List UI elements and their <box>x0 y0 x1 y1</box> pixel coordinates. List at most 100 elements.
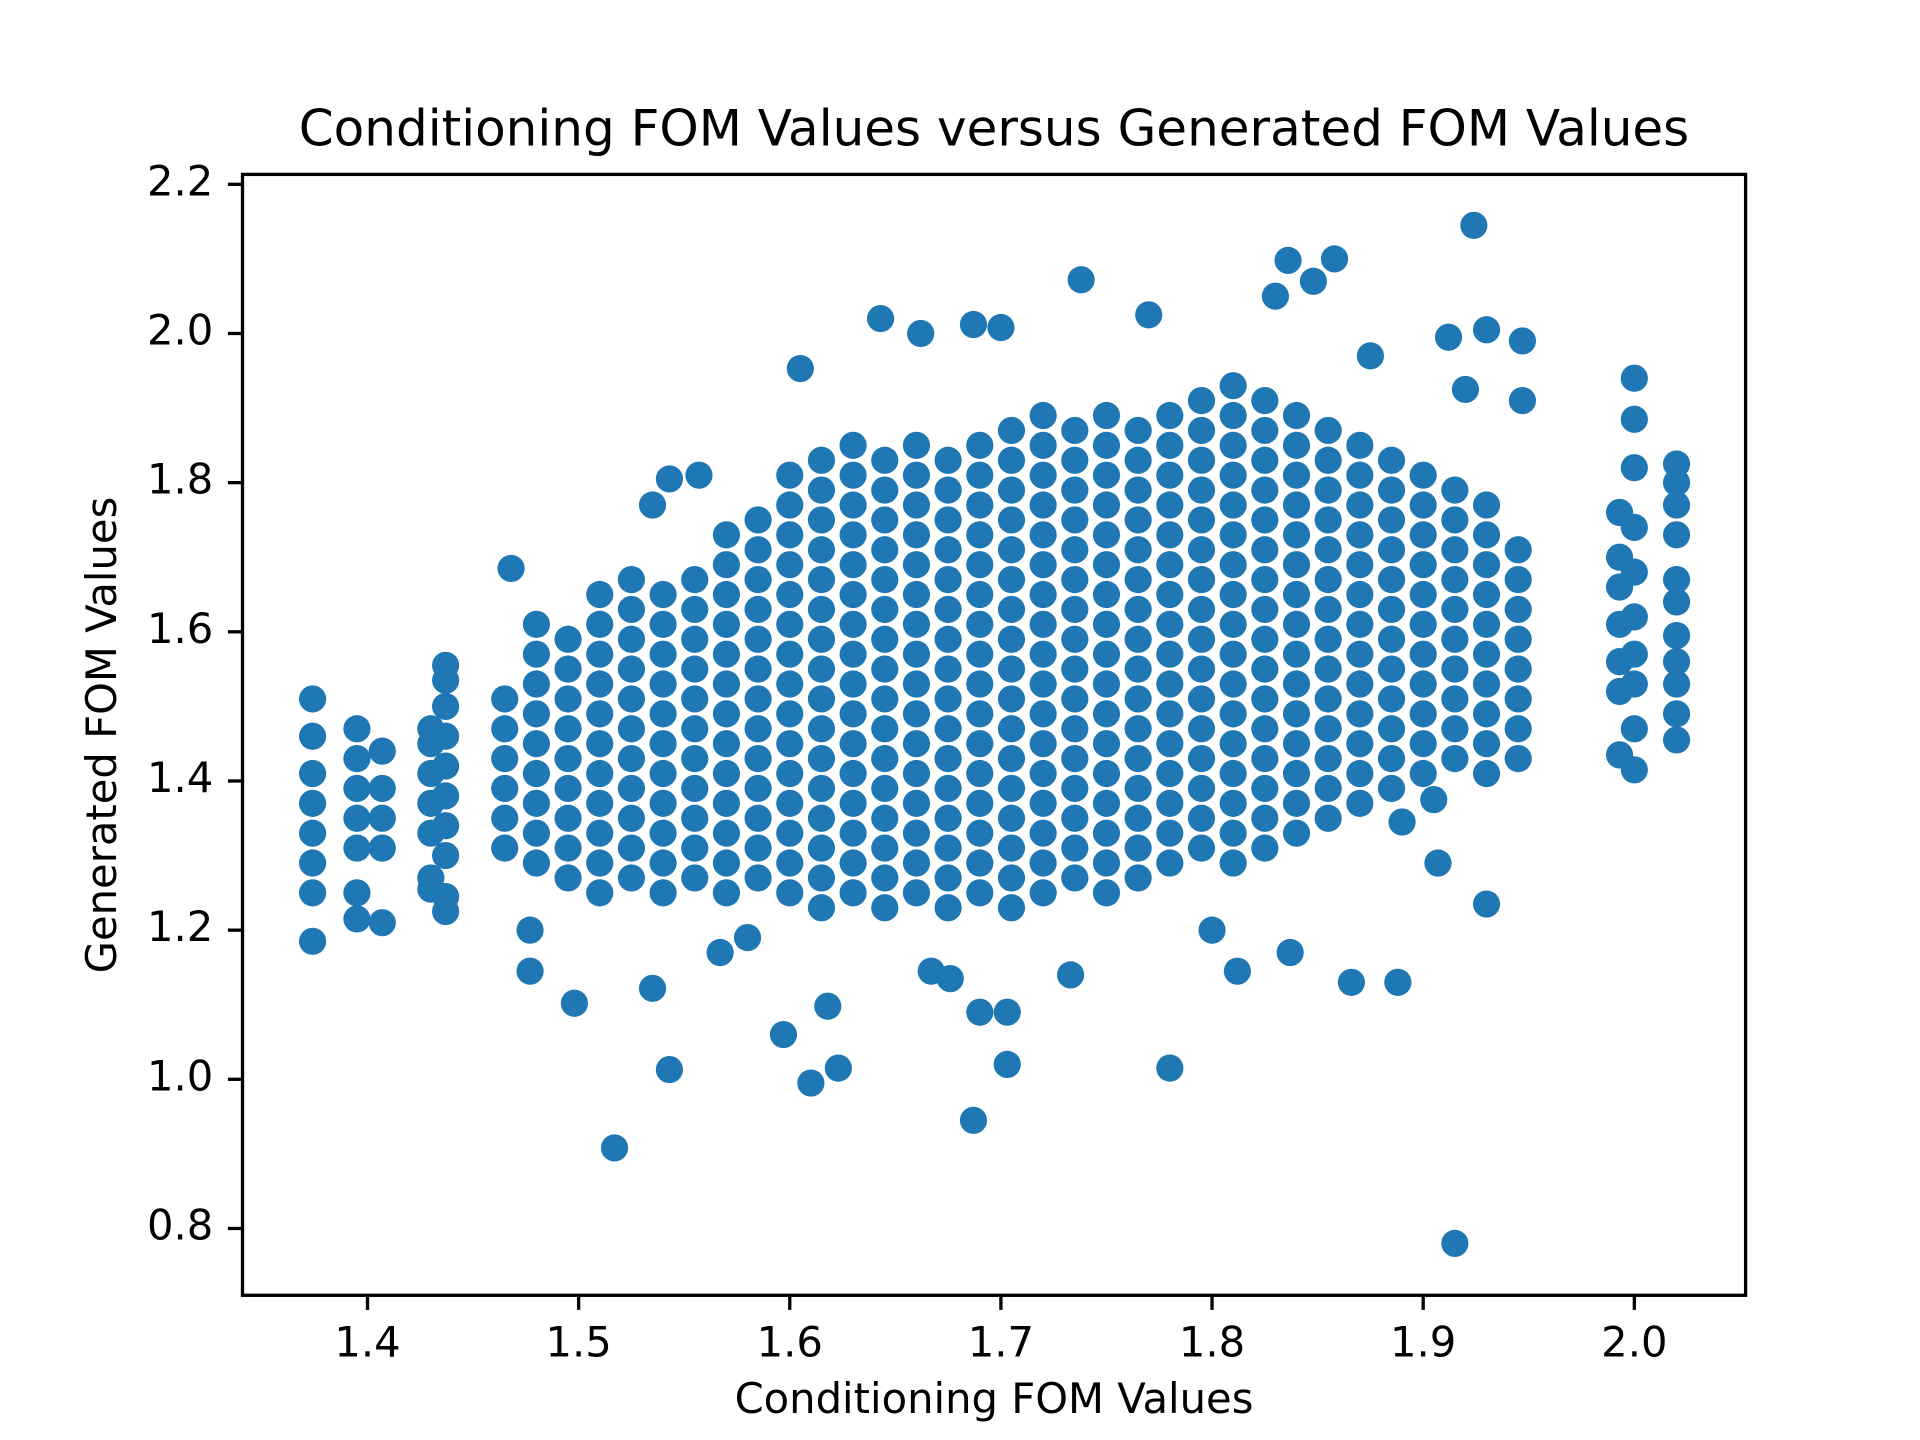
scatter-point <box>1219 551 1247 579</box>
scatter-point <box>1346 521 1374 549</box>
scatter-point <box>1314 416 1342 445</box>
scatter-point <box>907 319 935 348</box>
scatter-point <box>902 789 931 817</box>
scatter-point <box>1377 566 1406 594</box>
scatter-point <box>343 745 371 773</box>
scatter-point <box>1187 745 1216 773</box>
scatter-point <box>1346 431 1374 459</box>
scatter-point <box>1424 849 1452 877</box>
scatter-point <box>871 864 899 892</box>
scatter-point <box>1092 819 1121 847</box>
scatter-point <box>1187 536 1216 564</box>
scatter-point <box>1441 745 1469 773</box>
scatter-point <box>1314 745 1342 773</box>
scatter-point <box>1061 774 1089 803</box>
scatter-point <box>1377 446 1406 474</box>
scatter-point <box>966 580 994 609</box>
scatter-point <box>1282 670 1311 698</box>
scatter-point <box>1472 316 1501 344</box>
scatter-point <box>1356 342 1385 370</box>
scatter-point <box>1620 715 1648 743</box>
scatter-point <box>712 789 741 817</box>
scatter-point <box>1092 610 1121 638</box>
scatter-point <box>993 1050 1021 1078</box>
scatter-point <box>522 730 551 758</box>
scatter-point <box>1346 700 1374 728</box>
scatter-point <box>1504 625 1532 653</box>
scatter-point <box>1472 491 1501 519</box>
scatter-point <box>1346 461 1374 489</box>
scatter-point <box>839 461 867 489</box>
scatter-point <box>1314 774 1342 803</box>
scatter-point <box>1156 819 1184 847</box>
scatter-point <box>997 566 1026 594</box>
scatter-point <box>1251 595 1279 624</box>
scatter-point <box>1504 595 1532 624</box>
scatter-point <box>871 774 899 803</box>
y-tick-label: 2.2 <box>147 156 213 205</box>
scatter-point <box>1504 566 1532 594</box>
scatter-point <box>839 730 867 758</box>
scatter-point <box>1156 401 1184 430</box>
scatter-point <box>586 640 614 668</box>
scatter-point <box>839 700 867 728</box>
scatter-point <box>776 759 804 788</box>
scatter-point <box>966 700 994 728</box>
scatter-point <box>1620 405 1648 433</box>
scatter-point <box>902 610 931 638</box>
scatter-point <box>1092 461 1121 489</box>
scatter-point <box>1662 469 1691 497</box>
scatter-point <box>586 759 614 788</box>
scatter-point <box>1274 246 1302 274</box>
scatter-point <box>491 804 519 832</box>
scatter-point <box>1441 1229 1469 1257</box>
scatter-point <box>902 759 931 788</box>
scatter-point <box>516 957 544 985</box>
scatter-point <box>1282 521 1311 549</box>
scatter-point <box>1346 551 1374 579</box>
scatter-point <box>1282 431 1311 459</box>
scatter-point <box>1029 700 1057 728</box>
scatter-point <box>1377 745 1406 773</box>
scatter-point <box>776 551 804 579</box>
scatter-point <box>343 905 371 933</box>
scatter-point <box>1061 476 1089 504</box>
scatter-point <box>712 610 741 638</box>
scatter-point <box>1346 640 1374 668</box>
scatter-point <box>1346 580 1374 609</box>
scatter-point <box>432 752 460 780</box>
scatter-point <box>432 651 460 679</box>
scatter-point <box>298 927 327 955</box>
scatter-point <box>1472 700 1501 728</box>
scatter-point <box>902 849 931 877</box>
scatter-point <box>1620 513 1648 541</box>
plot-area <box>298 211 1691 1257</box>
scatter-point <box>298 722 327 750</box>
scatter-point <box>871 566 899 594</box>
scatter-point <box>1092 700 1121 728</box>
scatter-point <box>997 625 1026 653</box>
scatter-point <box>712 879 741 907</box>
scatter-point <box>1124 715 1152 743</box>
scatter-point <box>1124 745 1152 773</box>
scatter-point <box>997 595 1026 624</box>
scatter-point <box>997 655 1026 683</box>
scatter-point <box>1282 551 1311 579</box>
scatter-point <box>871 804 899 832</box>
scatter-point <box>1124 416 1152 445</box>
scatter-point <box>1187 387 1216 415</box>
scatter-point <box>712 700 741 728</box>
scatter-point <box>1251 715 1279 743</box>
scatter-point <box>586 849 614 877</box>
scatter-point <box>1187 416 1216 445</box>
scatter-point <box>1504 536 1532 564</box>
scatter-point <box>1124 685 1152 713</box>
x-tick-label: 1.5 <box>545 1318 611 1367</box>
scatter-point <box>1061 715 1089 743</box>
scatter-point <box>1620 364 1648 392</box>
scatter-point <box>1219 521 1247 549</box>
scatter-point <box>343 834 371 862</box>
scatter-point <box>368 909 396 937</box>
scatter-point <box>1092 879 1121 907</box>
scatter-point <box>871 715 899 743</box>
